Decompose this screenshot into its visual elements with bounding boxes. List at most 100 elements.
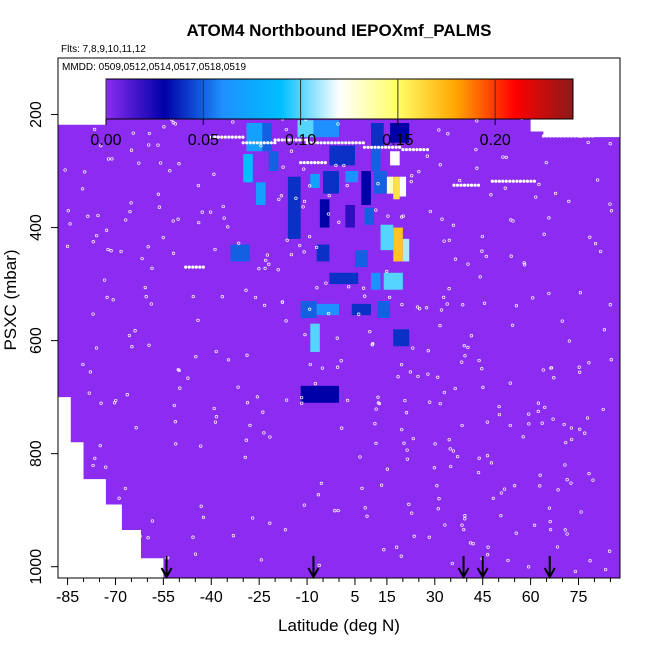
track-point <box>320 161 323 164</box>
chart-canvas: ATOM4 Northbound IEPOXmf_PALMS Flts: 7,8… <box>0 0 650 650</box>
heatmap-cell <box>387 177 393 194</box>
track-point <box>234 136 237 139</box>
heatmap-cell <box>381 225 394 250</box>
y-tick-label: 1000 <box>28 549 45 585</box>
heatmap-cell <box>310 324 320 352</box>
track-point <box>466 184 469 187</box>
track-point <box>519 180 522 183</box>
y-tick-label: 600 <box>28 327 45 354</box>
x-tick-label: -70 <box>104 589 127 606</box>
colorbar-tick-label: 0.10 <box>285 132 316 149</box>
x-tick-label: -55 <box>152 589 175 606</box>
heatmap-cell <box>320 199 330 227</box>
x-tick-label: 5 <box>351 589 360 606</box>
track-point <box>270 141 273 144</box>
colorbar-tick-label: 0.15 <box>382 132 413 149</box>
track-point <box>202 266 205 269</box>
track-point <box>70 120 73 123</box>
heatmap-cell <box>390 151 400 165</box>
track-point <box>526 180 529 183</box>
track-point <box>245 141 248 144</box>
track-point <box>552 134 555 137</box>
track-point <box>324 161 327 164</box>
chart-root: ATOM4 Northbound IEPOXmf_PALMS Flts: 7,8… <box>0 0 650 650</box>
heatmap-cell <box>365 208 375 225</box>
heatmap-cell <box>301 386 339 403</box>
track-point <box>545 134 548 137</box>
track-point <box>348 141 351 144</box>
heatmap-cell <box>329 146 355 166</box>
heatmap-cell <box>329 273 358 284</box>
heatmap-cell <box>374 171 387 194</box>
track-point <box>259 141 262 144</box>
track-point <box>470 184 473 187</box>
heatmap-cell <box>393 177 399 200</box>
x-tick-label: 30 <box>426 589 444 606</box>
y-axis: 2004006008001000 <box>28 101 58 584</box>
heatmap-cell <box>403 239 409 262</box>
heatmap-cell <box>352 304 371 315</box>
track-point <box>549 134 552 137</box>
track-point <box>577 134 580 137</box>
x-tick-label: -85 <box>56 589 79 606</box>
track-point <box>358 141 361 144</box>
heatmap-cell <box>317 304 339 315</box>
track-point <box>224 136 227 139</box>
heatmap-cell <box>310 174 320 188</box>
track-point <box>498 180 501 183</box>
x-tick-label: 60 <box>522 589 540 606</box>
x-tick-label: 15 <box>378 589 396 606</box>
track-point <box>415 148 418 151</box>
heatmap-cell <box>269 151 279 171</box>
track-point <box>242 141 245 144</box>
track-point <box>299 161 302 164</box>
track-point <box>313 161 316 164</box>
heatmap-cell <box>384 273 403 290</box>
heatmap-cell <box>288 177 301 239</box>
track-point <box>227 136 230 139</box>
track-point <box>74 120 77 123</box>
track-point <box>566 134 569 137</box>
track-point <box>522 180 525 183</box>
track-point <box>263 141 266 144</box>
track-point <box>78 120 81 123</box>
heatmap-cell <box>230 245 249 262</box>
track-point <box>323 141 326 144</box>
track-point <box>320 141 323 144</box>
track-point <box>351 141 354 144</box>
colorbar-tick-label: 0.00 <box>90 132 121 149</box>
heatmap-cell <box>313 120 339 137</box>
x-axis-label: Latitude (deg N) <box>278 616 400 635</box>
track-point <box>559 134 562 137</box>
heatmap-cell <box>377 301 390 318</box>
x-tick-label: -25 <box>248 589 271 606</box>
track-point <box>563 134 566 137</box>
track-point <box>341 141 344 144</box>
dates-label: MMDD: 0509,0512,0514,0517,0518,0519 <box>62 62 246 73</box>
track-point <box>473 184 476 187</box>
track-point <box>459 184 462 187</box>
track-point <box>67 120 70 123</box>
track-point <box>501 180 504 183</box>
track-point <box>256 141 259 144</box>
track-point <box>491 180 494 183</box>
y-tick-label: 200 <box>28 101 45 128</box>
heatmap-cell <box>371 148 381 171</box>
track-point <box>456 184 459 187</box>
track-point <box>477 184 480 187</box>
heatmap-cell <box>323 171 339 194</box>
colorbar-fill <box>106 79 573 119</box>
colorbar-tick-label: 0.05 <box>188 132 219 149</box>
track-point <box>281 138 284 141</box>
track-point <box>556 134 559 137</box>
track-point <box>591 134 594 137</box>
track-point <box>584 134 587 137</box>
track-point <box>367 146 370 149</box>
heatmap-cell <box>345 205 355 228</box>
track-point <box>370 146 373 149</box>
track-point <box>419 148 422 151</box>
track-point <box>542 134 545 137</box>
track-point <box>363 146 366 149</box>
track-point <box>60 120 63 123</box>
x-tick-label: 75 <box>570 589 588 606</box>
